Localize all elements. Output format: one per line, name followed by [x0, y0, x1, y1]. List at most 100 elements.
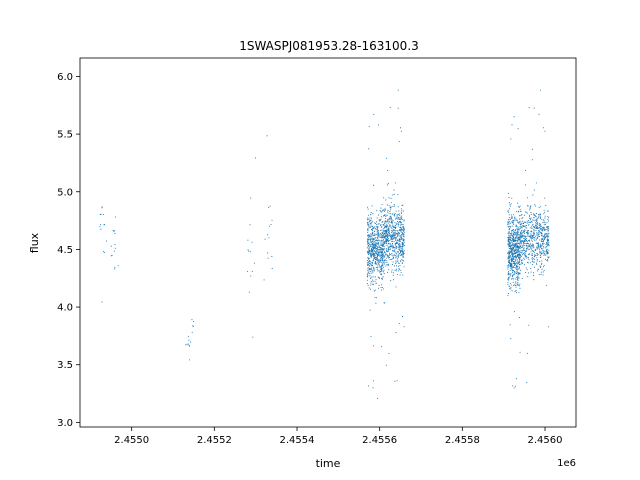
data-point [370, 235, 372, 237]
data-point [533, 107, 535, 109]
data-point [515, 286, 517, 288]
data-point [520, 225, 522, 228]
data-point [511, 276, 514, 278]
data-point [513, 284, 515, 286]
data-point [508, 197, 510, 199]
data-point [545, 253, 547, 255]
data-point [526, 241, 528, 243]
data-point [367, 231, 369, 233]
data-point [397, 107, 399, 109]
data-point [370, 270, 372, 272]
data-point [526, 227, 528, 229]
data-point [400, 253, 402, 255]
data-point [382, 265, 384, 267]
data-point [518, 228, 520, 230]
data-point [527, 232, 529, 234]
data-point [369, 263, 371, 265]
data-point [517, 275, 519, 277]
data-point [376, 397, 379, 399]
data-point [543, 227, 545, 229]
data-point [367, 214, 370, 216]
data-point [370, 277, 372, 279]
data-point [520, 242, 522, 244]
data-point [514, 385, 516, 387]
data-point [519, 226, 521, 228]
data-point [378, 235, 380, 237]
data-point [379, 210, 381, 212]
data-point [367, 261, 369, 264]
data-point [373, 256, 375, 258]
data-point [375, 222, 377, 224]
data-point [516, 273, 518, 275]
data-point [381, 286, 384, 288]
data-point [546, 235, 548, 237]
data-point [188, 339, 190, 341]
data-point [110, 255, 112, 257]
data-point [373, 270, 375, 272]
data-point [521, 251, 523, 254]
data-point [533, 246, 535, 248]
data-point [528, 246, 530, 248]
data-point [528, 224, 530, 226]
data-point [393, 246, 395, 248]
data-point [529, 243, 531, 246]
data-point [403, 220, 405, 222]
data-point [532, 219, 534, 221]
data-point [395, 222, 397, 224]
data-point [403, 250, 405, 252]
data-point [541, 238, 543, 240]
data-point [525, 240, 527, 242]
data-point [519, 254, 521, 256]
data-point [395, 257, 397, 259]
data-point [390, 236, 392, 238]
data-point [528, 215, 530, 217]
data-point [543, 224, 545, 226]
data-point [383, 234, 385, 236]
data-point [402, 226, 404, 228]
data-point [373, 113, 375, 116]
data-point [517, 230, 519, 232]
data-point [520, 259, 523, 261]
data-point [516, 245, 518, 247]
data-point [516, 220, 518, 222]
data-point [381, 346, 383, 348]
data-point [519, 228, 521, 230]
data-point [523, 235, 525, 237]
data-point [534, 215, 536, 217]
data-point [547, 243, 549, 245]
data-point [374, 257, 376, 259]
data-point [390, 206, 392, 208]
data-point [187, 343, 189, 345]
data-point [395, 236, 397, 238]
data-point [371, 228, 373, 230]
data-point [373, 257, 375, 259]
data-point [101, 206, 103, 208]
data-point [522, 243, 524, 245]
data-point [392, 194, 394, 196]
data-point [517, 128, 519, 130]
data-point [382, 255, 384, 257]
data-point [531, 258, 533, 260]
data-point [508, 264, 510, 266]
data-point [191, 319, 193, 321]
data-point [396, 233, 398, 235]
data-point [538, 273, 540, 276]
data-point [379, 234, 381, 236]
data-point [384, 254, 387, 256]
data-point [368, 271, 370, 273]
data-point [533, 232, 535, 234]
data-point [381, 203, 383, 206]
data-point [509, 265, 512, 268]
data-point [393, 241, 395, 243]
data-point [267, 252, 269, 254]
data-point [543, 220, 545, 222]
data-point [524, 239, 526, 242]
data-point [379, 259, 381, 261]
data-point [511, 278, 513, 280]
data-point [401, 215, 403, 217]
data-point [548, 228, 550, 230]
data-point [386, 233, 388, 235]
data-point [517, 262, 519, 264]
data-point [270, 223, 272, 226]
data-point [534, 259, 536, 261]
